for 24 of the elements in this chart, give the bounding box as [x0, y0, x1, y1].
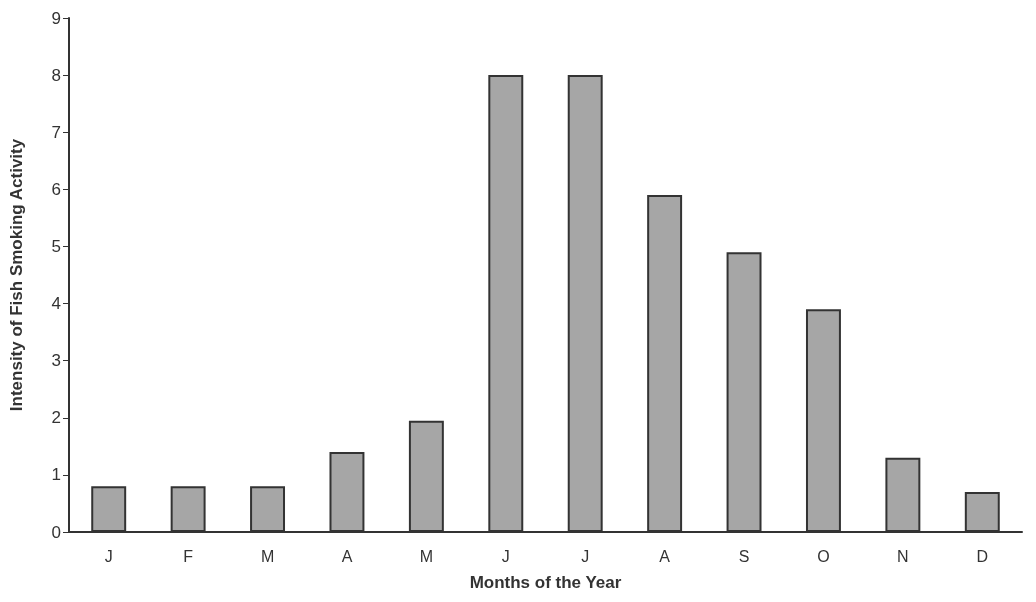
x-tick-label: J: [104, 547, 113, 565]
y-axis-title: Intensity of Fish Smoking Activity: [7, 138, 26, 412]
y-tick-label: 4: [51, 294, 61, 314]
y-tick-label: 5: [51, 236, 61, 256]
y-tick-label: 8: [51, 65, 61, 85]
y-tick-label: 2: [51, 408, 61, 428]
y-tick-label: 0: [51, 522, 61, 542]
x-axis-title: Months of the Year: [469, 573, 622, 592]
x-tick-label: A: [659, 547, 671, 565]
x-tick-label: S: [738, 547, 750, 565]
y-tick-label: 1: [51, 465, 61, 485]
x-tick-label: A: [341, 547, 353, 565]
y-tick-label: 7: [51, 122, 61, 142]
y-tick-label: 3: [51, 351, 61, 371]
x-tick-label: F: [183, 547, 194, 565]
x-tick-label: J: [581, 547, 590, 565]
x-tick-label: O: [817, 547, 830, 565]
y-tick-label: 6: [51, 179, 61, 199]
x-tick-label: M: [419, 547, 434, 565]
x-tick-label: M: [260, 547, 275, 565]
y-tick-label: 9: [51, 8, 61, 28]
x-tick-label: J: [501, 547, 510, 565]
x-tick-label: N: [897, 547, 909, 565]
x-tick-label: D: [976, 547, 989, 565]
